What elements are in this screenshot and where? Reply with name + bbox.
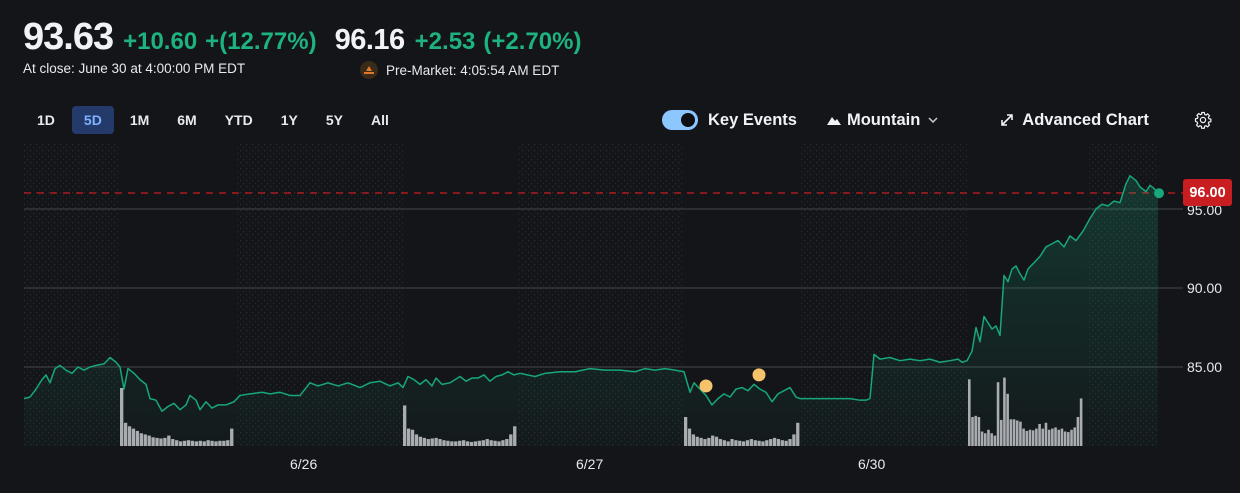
premarket-time: Pre-Market: 4:05:54 AM EDT	[386, 62, 560, 78]
close-change: +10.60	[123, 28, 198, 55]
close-change-percent: +(12.77%)	[205, 28, 317, 55]
range-5d[interactable]: 5D	[71, 106, 114, 134]
mountain-icon	[826, 117, 841, 125]
y-tick-85: 85.00	[1187, 359, 1223, 375]
range-ytd[interactable]: YTD	[224, 112, 253, 128]
premarket-info: Pre-Market: 4:05:54 AM EDT	[360, 61, 559, 79]
key-events	[699, 368, 766, 393]
advanced-chart-button[interactable]: Advanced Chart	[1000, 111, 1149, 130]
range-6m[interactable]: 6M	[177, 112, 197, 128]
expand-icon	[1001, 114, 1014, 126]
price-chart[interactable]	[0, 140, 1240, 493]
toggle-knob	[681, 113, 695, 127]
last-price-dot	[1154, 188, 1164, 199]
chart-type-dropdown[interactable]: Mountain	[826, 110, 944, 130]
settings-gear-icon[interactable]	[1194, 111, 1212, 134]
range-5y[interactable]: 5Y	[325, 112, 343, 128]
price-area	[24, 175, 1158, 446]
range-1y[interactable]: 1Y	[280, 112, 298, 128]
chart-toolbar: Key Events Mountain Advanced Chart	[662, 106, 1149, 134]
sunrise-icon	[360, 61, 378, 79]
range-1d[interactable]: 1D	[37, 112, 55, 128]
close-price: 93.63	[23, 16, 114, 58]
premarket-change: +2.53	[414, 28, 476, 55]
key-events-label[interactable]: Key Events	[708, 110, 797, 129]
close-time: At close: June 30 at 4:00:00 PM EDT	[23, 61, 246, 76]
x-tick-6-30: 6/30	[858, 456, 886, 472]
range-1m[interactable]: 1M	[129, 112, 150, 128]
range-selector: 1D 5D 1M 6M YTD 1Y 5Y All	[24, 106, 405, 134]
x-tick-6-27: 6/27	[576, 456, 604, 472]
current-price-tag: 96.00	[1183, 179, 1232, 206]
y-tick-90: 90.00	[1187, 280, 1223, 296]
x-tick-6-26: 6/26	[290, 456, 318, 472]
key-events-toggle[interactable]	[662, 110, 698, 130]
quote-header: 93.63 +10.60 +(12.77%) 96.16 +2.53 (+2.7…	[23, 16, 581, 59]
range-all[interactable]: All	[370, 112, 389, 128]
chart-type-label: Mountain	[846, 110, 921, 129]
advanced-chart-label: Advanced Chart	[1022, 110, 1149, 129]
premarket-price: 96.16	[334, 24, 406, 56]
chevron-down-icon	[928, 117, 938, 123]
price-line	[23, 175, 1159, 412]
volume-bars	[120, 377, 1083, 446]
premarket-change-percent: (+2.70%)	[483, 28, 582, 55]
y-tick-95: 95.00	[1187, 202, 1223, 218]
